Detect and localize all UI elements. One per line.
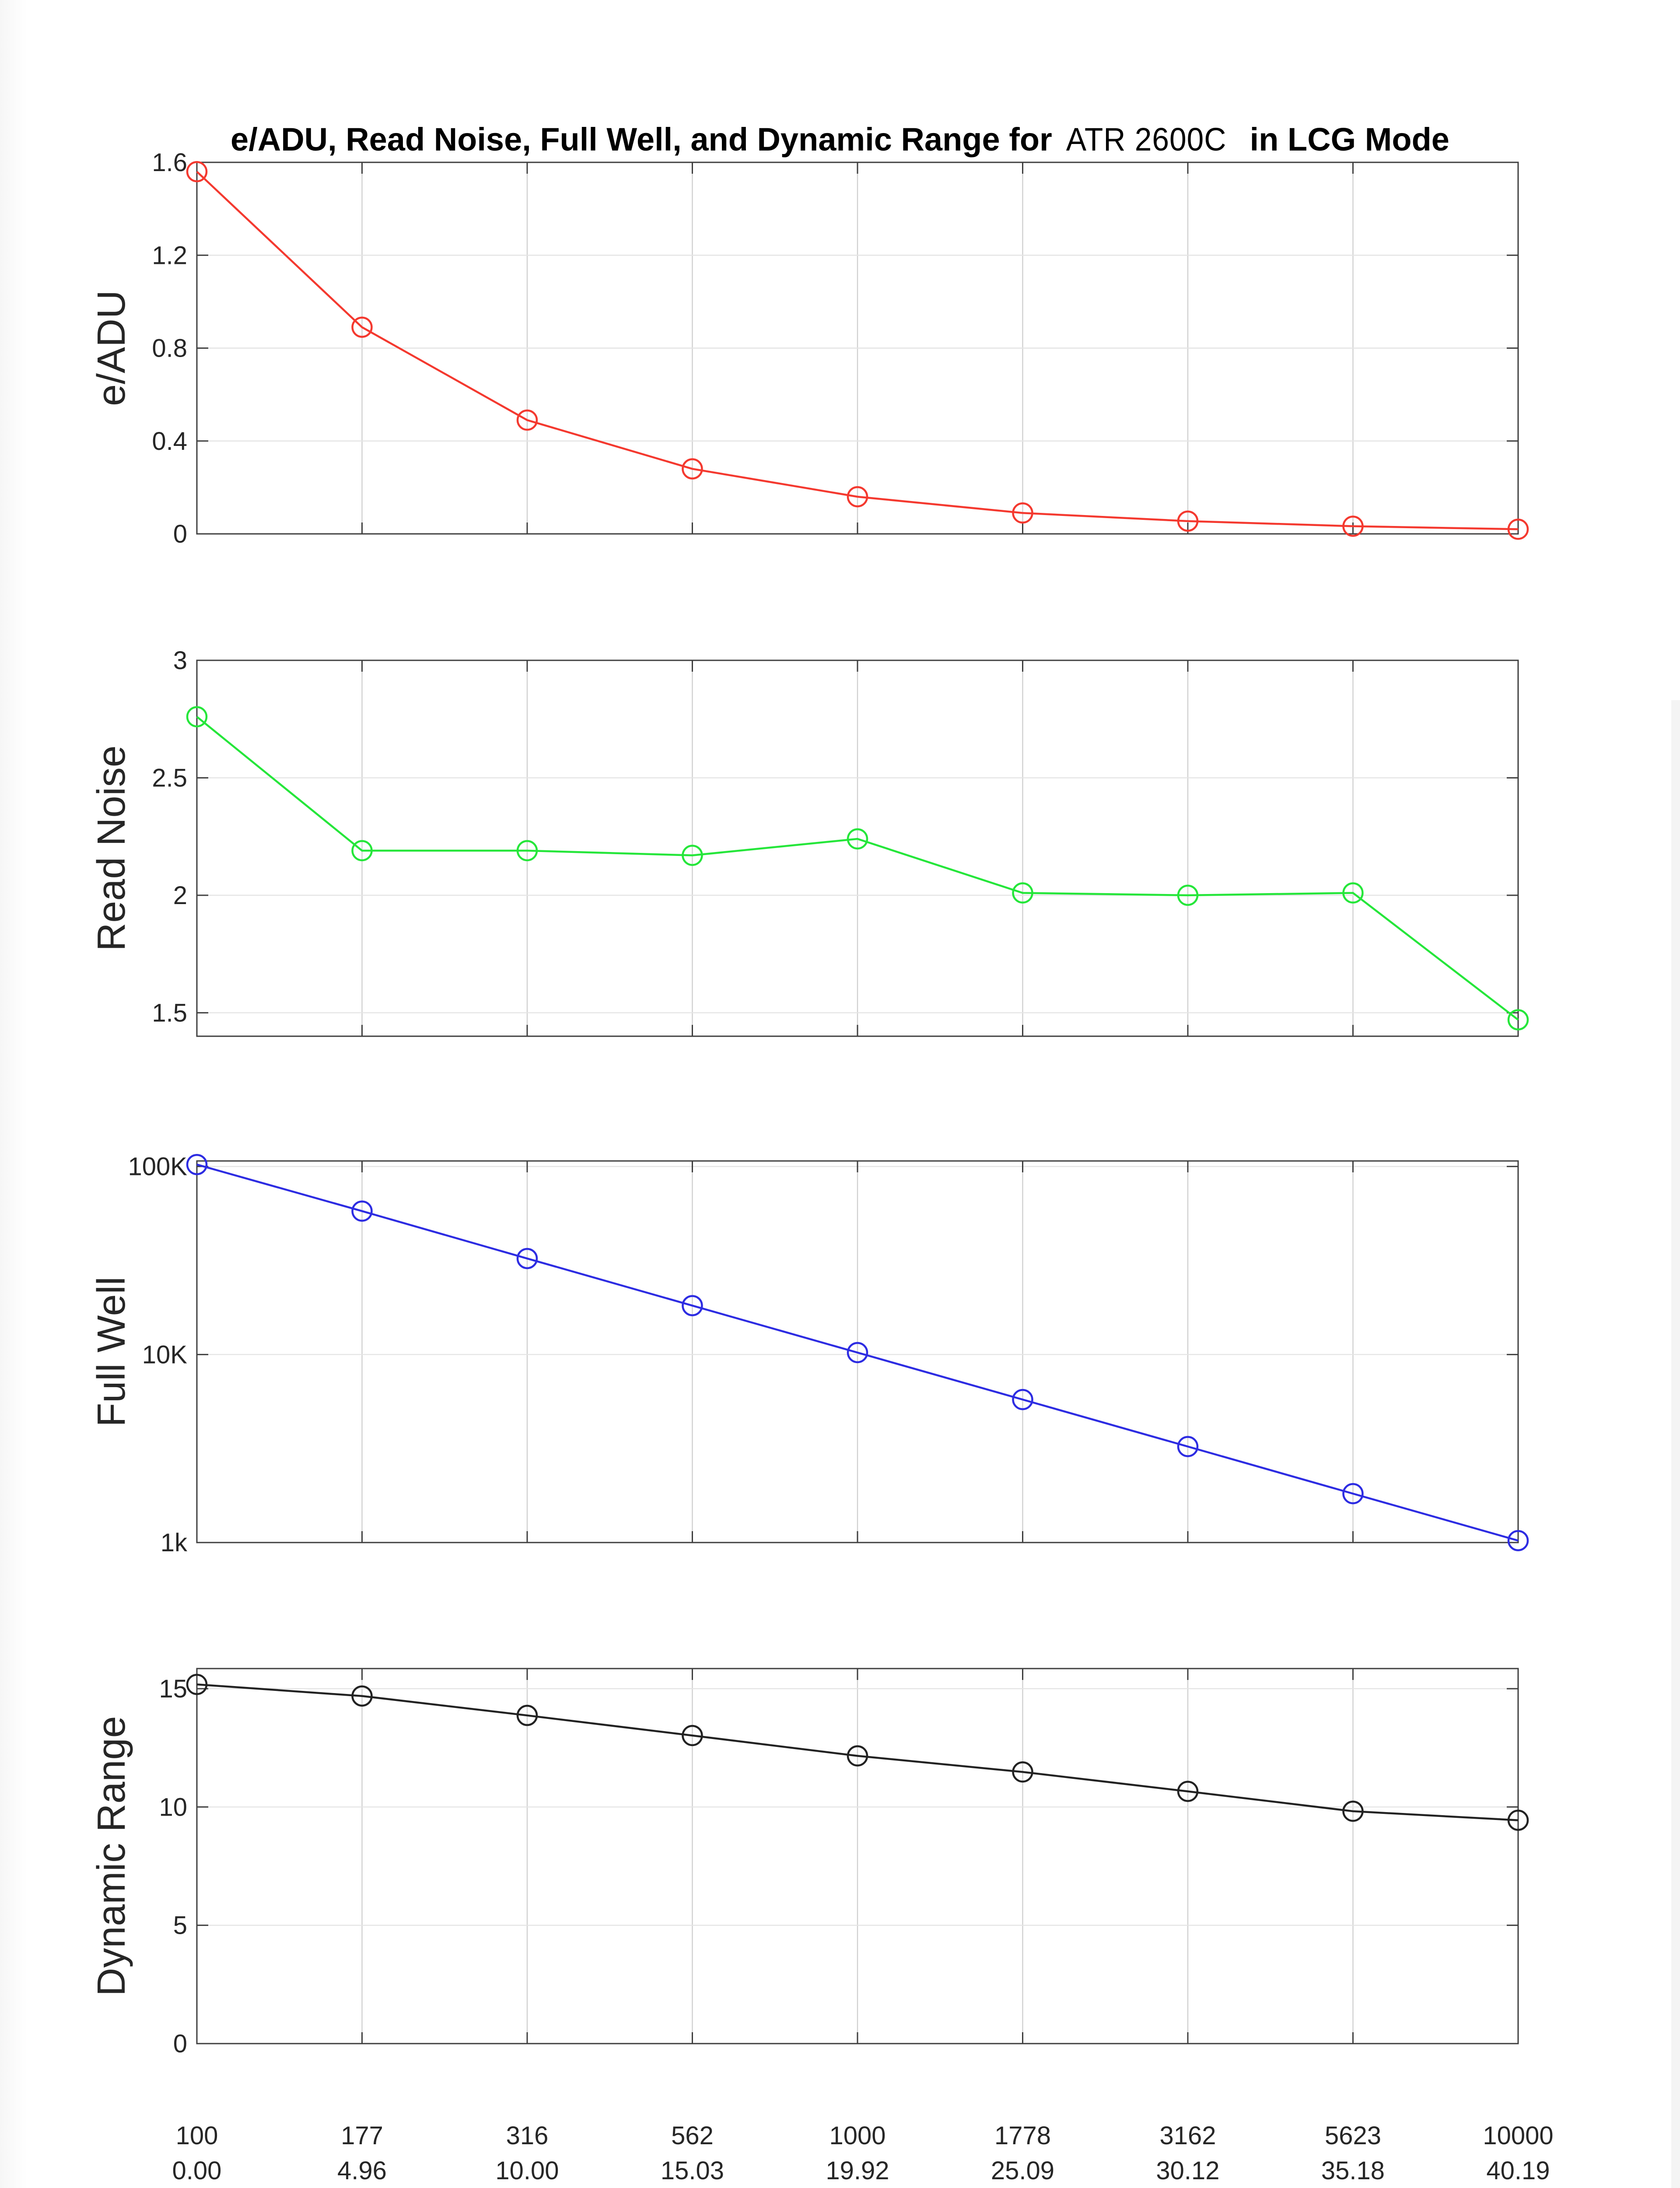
x-tick-label-db: 19.92 (826, 2156, 889, 2185)
x-tick-label-gain: 5623 (1325, 2121, 1381, 2150)
ylabel-eadu: e/ADU (90, 290, 133, 406)
eadu-marker (351, 316, 373, 338)
y-tick-label: 1.2 (152, 241, 187, 270)
x-tick-label-gain: 10000 (1483, 2121, 1553, 2150)
x-tick-label-gain: 177 (341, 2121, 383, 2150)
eadu-marker (682, 458, 703, 480)
x-tick-label-gain: 1778 (994, 2121, 1051, 2150)
read-noise-marker (1177, 884, 1199, 906)
subplot-dynamic-range: 0 5 10 15 Dynamic Range (90, 1668, 1529, 2058)
subplot-eadu: 0 0.4 0.8 1.2 1.6 e/ADU (90, 148, 1529, 548)
x-axis-tick-labels: 100 177 316 562 1000 1778 3162 5623 10000 0.00 4.9… (172, 2121, 1554, 2185)
full-well-marker (1012, 1389, 1033, 1410)
eadu-marker (186, 161, 208, 182)
subplot-read-noise: 1.5 2 2.5 3 Read Noise (90, 646, 1529, 1037)
full-well-marker (847, 1342, 868, 1364)
dynamic-range-marker (1177, 1781, 1199, 1802)
full-well-marker (516, 1248, 538, 1269)
dynamic-range-marker (351, 1685, 373, 1707)
x-tick-label-db: 4.96 (337, 2156, 387, 2185)
dynamic-range-marker (682, 1725, 703, 1746)
dynamic-range-marker (1342, 1800, 1364, 1822)
eadu-marker (847, 486, 868, 508)
full-well-marker (682, 1295, 703, 1316)
y-tick-label: 15 (159, 1675, 187, 1703)
ylabel-dynamic-range: Dynamic Range (90, 1716, 133, 1996)
read-noise-marker (516, 840, 538, 862)
y-tick-label: 10K (142, 1340, 188, 1369)
x-tick-label-db: 30.12 (1156, 2156, 1219, 2185)
y-tick-label: 2.5 (152, 764, 187, 792)
full-well-marker (351, 1200, 373, 1222)
x-tick-label-db: 10.00 (495, 2156, 559, 2185)
subplot-full-well: 1k 10K 100K Full Well (90, 1153, 1529, 1557)
x-tick-label-db: 25.09 (991, 2156, 1054, 2185)
y-tick-label: 1.5 (152, 999, 187, 1027)
full-well-marker (1177, 1436, 1199, 1457)
y-tick-label: 0.4 (152, 427, 187, 456)
full-well-marker (186, 1154, 208, 1175)
dynamic-range-marker (516, 1704, 538, 1726)
read-noise-marker (1342, 882, 1364, 904)
y-tick-label: 100K (128, 1153, 188, 1181)
x-tick-label-db: 0.00 (172, 2156, 222, 2185)
x-tick-label-db: 15.03 (661, 2156, 724, 2185)
dynamic-range-line (196, 1683, 1519, 1821)
read-noise-marker (1507, 1009, 1529, 1031)
eadu-marker (1507, 519, 1529, 540)
read-noise-marker (847, 828, 868, 850)
x-tick-label-gain: 1000 (829, 2121, 886, 2150)
y-tick-label: 0.8 (152, 334, 187, 363)
title-camera-name: ATR 2600C (1066, 121, 1227, 158)
x-tick-label-gain: 100 (176, 2121, 218, 2150)
eadu-marker (1342, 515, 1364, 537)
y-tick-label: 10 (159, 1793, 187, 1821)
read-noise-marker (1012, 882, 1033, 904)
y-tick-label: 0 (173, 2030, 187, 2058)
x-tick-label-gain: 3162 (1159, 2121, 1216, 2150)
full-well-marker (1342, 1483, 1364, 1504)
ylabel-read-noise: Read Noise (90, 745, 133, 951)
title-suffix: in LCG Mode (1232, 121, 1449, 158)
y-tick-label: 1.6 (152, 148, 187, 177)
eadu-marker (1177, 510, 1199, 532)
x-tick-label-gain: 562 (671, 2121, 714, 2150)
x-tick-label-db: 40.19 (1486, 2156, 1550, 2185)
read-noise-line (196, 716, 1519, 1021)
eadu-line (196, 171, 1519, 530)
dynamic-range-marker (1012, 1761, 1033, 1783)
full-well-line (196, 1164, 1519, 1542)
y-tick-label: 5 (173, 1911, 187, 1940)
eadu-marker (516, 409, 538, 431)
y-tick-label: 3 (173, 646, 187, 675)
dynamic-range-marker (186, 1673, 208, 1695)
y-tick-label: 1k (161, 1529, 188, 1557)
read-noise-marker (351, 840, 373, 862)
ylabel-full-well: Full Well (90, 1276, 133, 1427)
figure-title: e/ADU, Read Noise, Full Well, and Dynami… (0, 121, 1680, 158)
read-noise-marker (682, 845, 703, 866)
x-tick-label-db: 35.18 (1321, 2156, 1385, 2185)
dynamic-range-marker (1507, 1809, 1529, 1831)
eadu-marker (1012, 502, 1033, 524)
y-tick-label: 0 (173, 520, 187, 548)
y-tick-label: 2 (173, 881, 187, 910)
title-prefix: e/ADU, Read Noise, Full Well, and Dynami… (231, 121, 1061, 158)
x-tick-label-gain: 316 (506, 2121, 549, 2150)
dynamic-range-marker (847, 1745, 868, 1767)
read-noise-marker (186, 706, 208, 728)
full-well-marker (1507, 1530, 1529, 1551)
